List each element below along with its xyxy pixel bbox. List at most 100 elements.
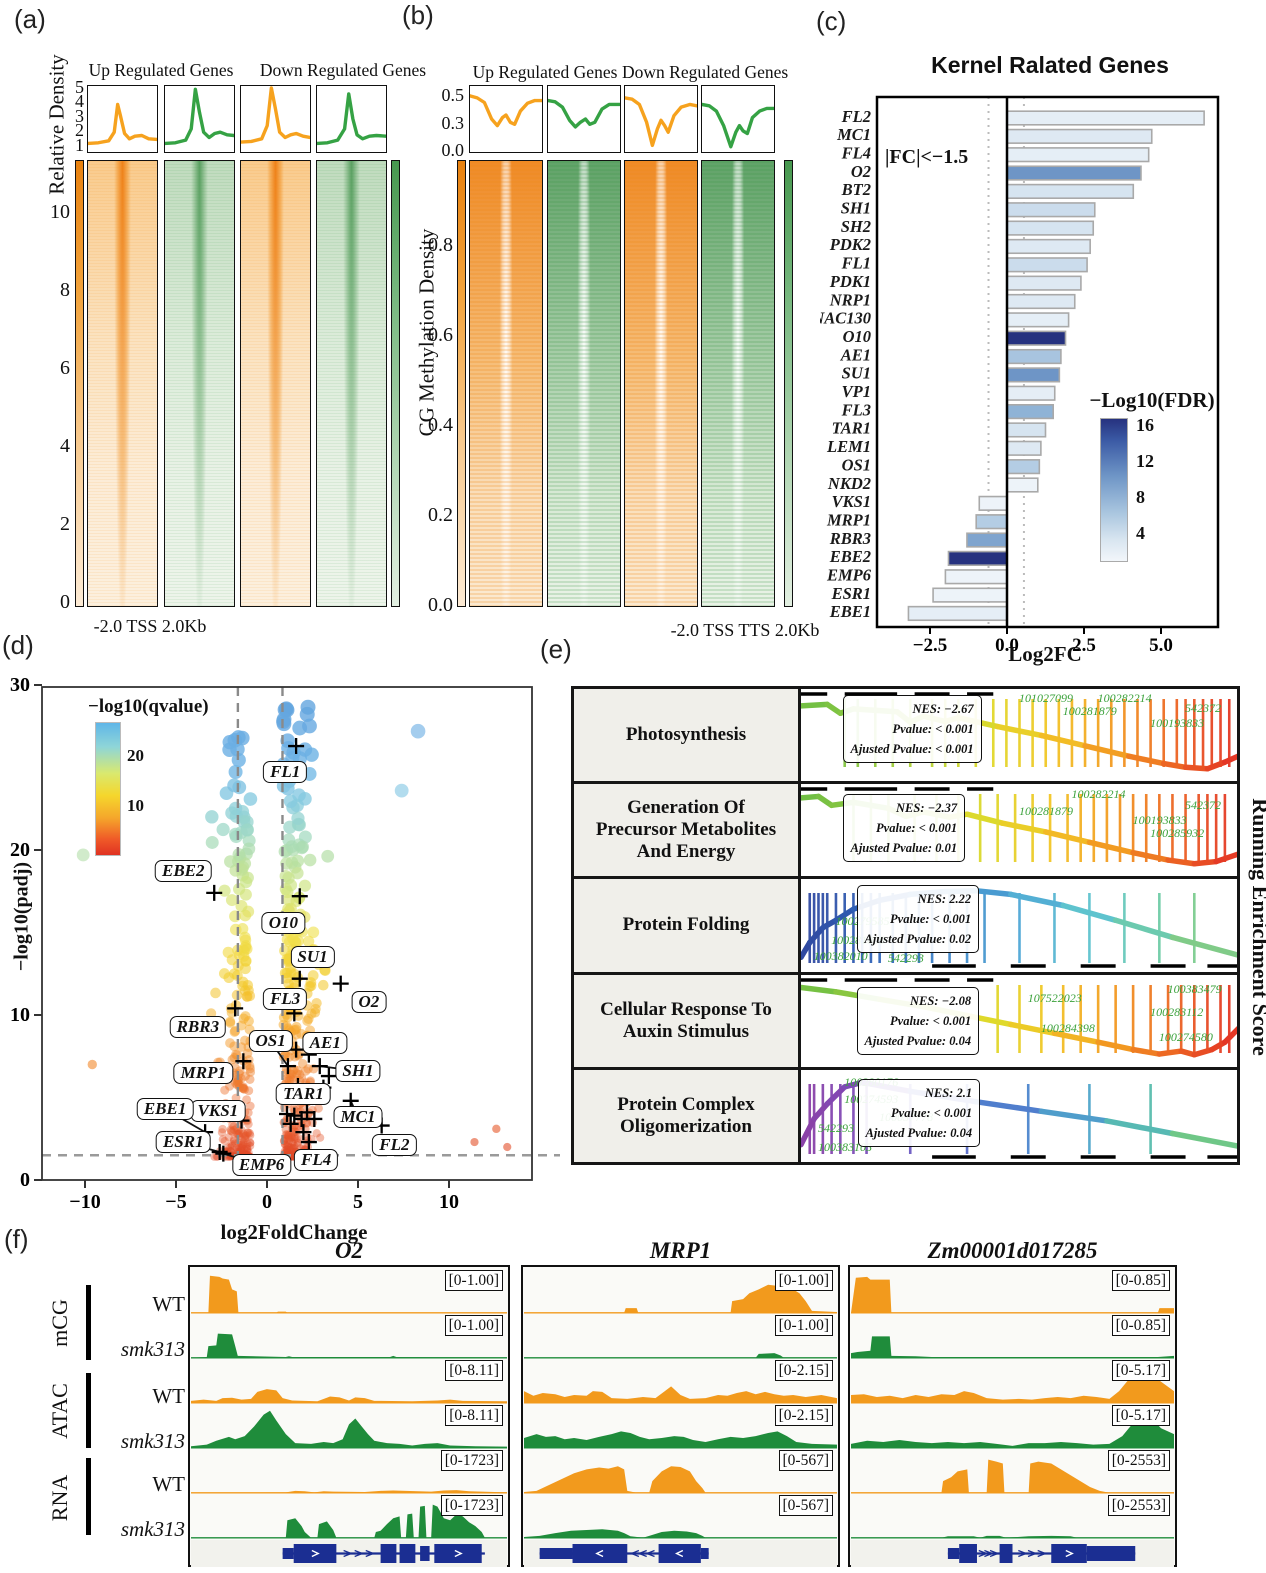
signal-track-smk313: [0-567] — [524, 1494, 837, 1539]
gsea-gene-id: 100284398 — [1040, 1020, 1095, 1035]
gsea-plot-auxin-stimulus: NES: −2.08 Pvalue: < 0.001 Ajusted Pvalue:… — [800, 974, 1237, 1067]
axis-tick-label: 0.8 — [428, 234, 453, 256]
signal-track-smk313: [0-2553] — [851, 1494, 1174, 1539]
panel-d-x-axis-label: log2FoldChange — [220, 1220, 368, 1244]
svg-text:0: 0 — [262, 1191, 272, 1213]
row-label-wt: WT — [152, 1472, 185, 1496]
gsea-annotation: NES: −2.08 Pvalue: < 0.001 Ajusted Pvalue:… — [856, 986, 980, 1055]
gene-label-fl4: FL4 — [294, 1149, 339, 1172]
gsea-gene-id: 542293 — [887, 951, 924, 966]
svg-text:AE1: AE1 — [840, 345, 871, 364]
svg-text:RBR3: RBR3 — [829, 529, 871, 548]
gsea-annotation: NES: 2.1 Pvalue: < 0.001 Ajusted Pvalue: 0… — [857, 1078, 981, 1147]
svg-text:NAC130: NAC130 — [820, 309, 871, 328]
track-range-label: [0-2.15] — [774, 1360, 833, 1382]
row-label-smk313: smk313 — [120, 1429, 185, 1453]
axis-tick-label: 4 — [60, 435, 70, 457]
gene-label-ebe2: EBE2 — [155, 860, 212, 883]
axis-tick-label: 2 — [75, 120, 84, 140]
profile-plot — [164, 85, 235, 153]
group-bar-rna — [86, 1458, 91, 1535]
track-range-label: [0-8.11] — [445, 1360, 503, 1382]
axis-tick-label: 6 — [60, 357, 70, 379]
track-range-label: [0-1.00] — [444, 1270, 503, 1292]
gene-model — [524, 1540, 837, 1567]
gsea-row-label: Protein Folding — [574, 879, 798, 972]
heatmap-column — [624, 160, 698, 607]
legend-tick-label: 10 — [127, 796, 144, 815]
gsea-gene-id: 100285932 — [1150, 825, 1205, 840]
signal-track-wt: [0-5.17] — [851, 1359, 1174, 1404]
gene-label-ebe1: EBE1 — [136, 1098, 194, 1121]
track-range-label: [0-0.85] — [1111, 1270, 1170, 1292]
panel-d-legend-colorbar — [95, 722, 121, 856]
svg-text:30: 30 — [10, 674, 30, 696]
gsea-plot-complex-oligomerization: NES: 2.1 Pvalue: < 0.001 Ajusted Pvalue: 0… — [800, 1069, 1237, 1162]
svg-text:OS1: OS1 — [842, 455, 871, 474]
panel-a-label: (a) — [14, 4, 46, 34]
track-range-label: [0-2553] — [1107, 1450, 1170, 1472]
svg-text:TAR1: TAR1 — [832, 419, 871, 438]
heatmap-column — [164, 160, 235, 607]
svg-text:5: 5 — [353, 1191, 363, 1213]
track-range-label: [0-2.15] — [774, 1405, 833, 1427]
gsea-annotation: NES: −2.37 Pvalue: < 0.001 Ajusted Pvalue:… — [842, 794, 966, 863]
legend-tick-label: 20 — [127, 746, 144, 765]
gsea-table: Photosynthesis NES: −2.67 Pvalue: < 0.001… — [571, 686, 1240, 1165]
gene-label-mrp1: MRP1 — [173, 1061, 233, 1084]
track-range-label: [0-1.00] — [774, 1270, 833, 1292]
track-range-label: [0-8.11] — [445, 1405, 503, 1427]
signal-track-smk313: [0-0.85] — [851, 1314, 1174, 1359]
gene-label-vks1: VKS1 — [190, 1099, 246, 1122]
legend-tick-label: 12 — [1136, 451, 1154, 471]
gsea-plot-protein-folding: NES: 2.22 Pvalue: < 0.001 Ajusted Pvalue: … — [800, 879, 1237, 972]
row-label-smk313: smk313 — [120, 1337, 185, 1361]
axis-tick-label: 0.2 — [428, 504, 453, 526]
profile-plot — [547, 85, 621, 153]
panel-d-y-axis-label: −log10(padj) — [10, 861, 33, 972]
panel-c-annotation: |FC|<−1.5 — [885, 146, 969, 168]
panel-a-title-down: Down Regulated Genes — [259, 60, 427, 80]
gene-label-rbr3: RBR3 — [169, 1015, 227, 1038]
gene-label-os1: OS1 — [248, 1030, 293, 1053]
gene-label-fl1: FL1 — [263, 761, 308, 784]
signal-track-smk313: [0-1.00] — [191, 1314, 507, 1359]
gsea-plot-photosynthesis: NES: −2.67 Pvalue: < 0.001 Ajusted Pvalue:… — [800, 689, 1237, 782]
panel-b-title-down: Down Regulated Genes — [622, 62, 789, 82]
svg-text:O10: O10 — [843, 327, 871, 346]
track-range-label: [0-1723] — [440, 1450, 503, 1472]
panel-b-x-axis-label: -2.0 TSS TTS 2.0Kb — [670, 620, 820, 640]
signal-track-wt: [0-0.85] — [851, 1269, 1174, 1314]
gsea-row-label: Photosynthesis — [574, 689, 798, 782]
svg-text:−2.5: −2.5 — [913, 635, 948, 656]
gsea-row: Photosynthesis NES: −2.67 Pvalue: < 0.001… — [574, 689, 1237, 782]
axis-tick-label: 0.4 — [428, 414, 453, 436]
axis-tick-label: 1 — [75, 135, 84, 155]
profile-plot — [701, 85, 775, 153]
gsea-gene-id: 100382010 — [813, 949, 868, 964]
group-bar-mcg — [86, 1285, 91, 1360]
panel-a-colorbar-left — [75, 160, 84, 607]
svg-text:MC1: MC1 — [836, 125, 871, 144]
svg-text:PDK2: PDK2 — [829, 235, 871, 254]
gsea-gene-id: 100193833 — [1132, 812, 1187, 827]
gsea-annotation: NES: 2.22 Pvalue: < 0.001 Ajusted Pvalue: … — [856, 885, 980, 954]
gsea-row: Cellular Response To Auxin Stimulus NES:… — [574, 974, 1237, 1067]
track-range-label: [0-567] — [778, 1450, 833, 1472]
axis-tick-label: 0.0 — [441, 140, 465, 160]
legend-tick-label: 16 — [1136, 415, 1154, 435]
svg-text:SH1: SH1 — [841, 199, 871, 218]
svg-text:ESR1: ESR1 — [831, 584, 871, 603]
axis-tick-label: 0 — [60, 591, 70, 613]
panel-a-title-up: Up Regulated Genes — [88, 60, 234, 80]
signal-track-smk313: [0-8.11] — [191, 1404, 507, 1449]
svg-text:−5: −5 — [165, 1191, 186, 1213]
axis-tick-label: 2 — [60, 513, 70, 535]
panel-e-right-axis-label: Running Enrichment Score — [1248, 798, 1266, 1056]
signal-track-wt: [0-1.00] — [191, 1269, 507, 1314]
gsea-gene-id: 100282214 — [1071, 786, 1126, 801]
track-range-label: [0-5.17] — [1111, 1360, 1170, 1382]
gene-label-esr1: ESR1 — [155, 1131, 211, 1154]
svg-text:EMP6: EMP6 — [826, 566, 872, 585]
svg-text:5.0: 5.0 — [1149, 635, 1173, 656]
